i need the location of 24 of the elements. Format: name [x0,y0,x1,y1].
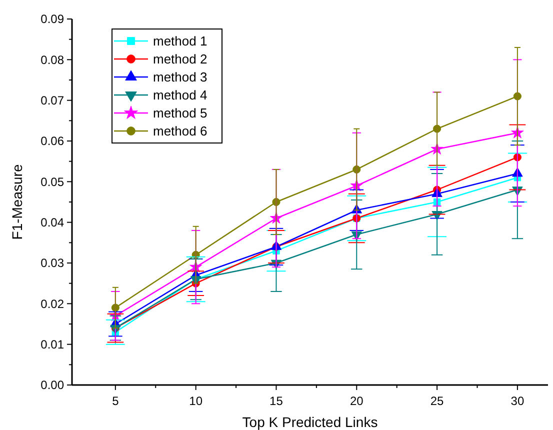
x-tick-label: 5 [112,394,120,408]
x-tick-label: 10 [189,394,203,408]
x-tick-label: 30 [510,394,524,408]
x-axis-title: Top K Predicted Links [242,414,378,430]
legend-label: method 1 [153,34,208,49]
y-tick-label: 0.06 [40,134,64,148]
y-axis-title: F1-Measure [9,164,25,240]
y-tick-label: 0.09 [40,12,64,26]
y-tick-label: 0.05 [40,174,64,189]
y-tick-label: 0.07 [40,94,64,108]
y-tick-label: 0.01 [40,338,64,352]
legend-label: method 3 [153,70,208,85]
legend-label: method 2 [153,52,208,67]
legend-label: method 4 [153,88,208,103]
legend-label: method 5 [153,106,208,121]
x-tick-label: 25 [430,394,444,408]
x-tick-label: 20 [350,394,364,408]
y-tick-label: 0.08 [40,52,64,67]
legend-label: method 6 [153,124,208,139]
y-tick-label: 0.00 [40,378,64,392]
x-tick-label: 15 [270,394,284,408]
y-tick-label: 0.04 [40,216,64,230]
y-tick-label: 0.02 [40,296,64,311]
y-tick-label: 0.03 [40,256,64,270]
